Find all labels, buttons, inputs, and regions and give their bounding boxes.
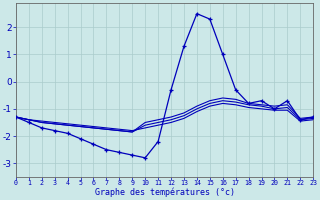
X-axis label: Graphe des températures (°c): Graphe des températures (°c) (95, 188, 235, 197)
